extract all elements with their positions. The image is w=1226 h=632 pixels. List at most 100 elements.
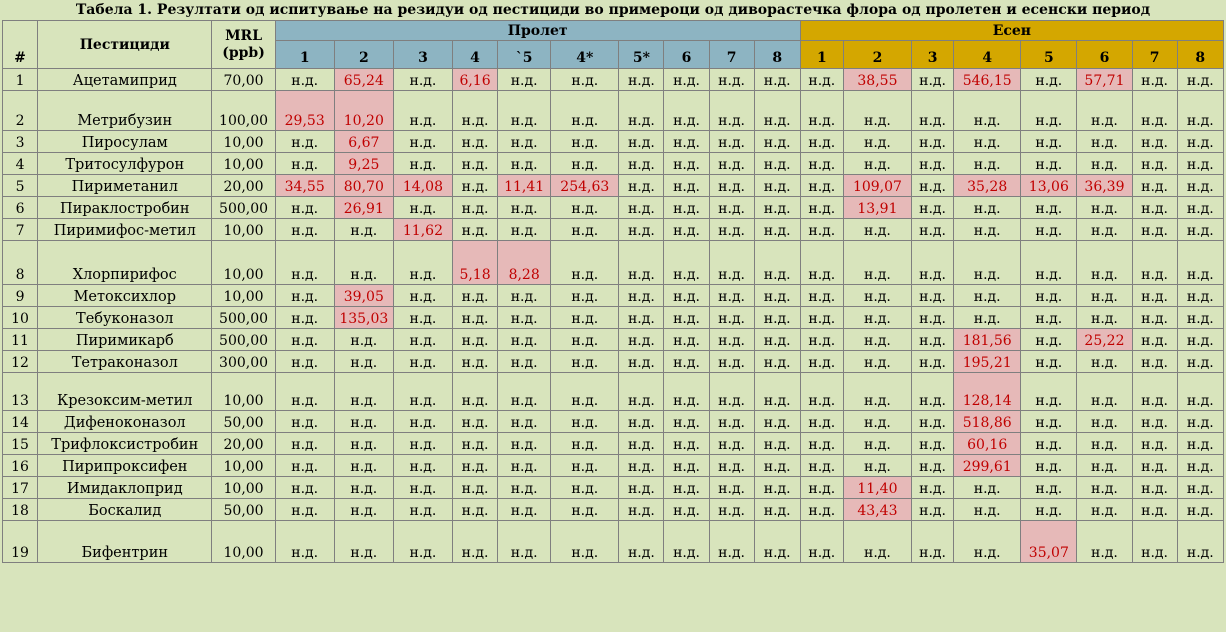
autumn-value-cell: н.д.: [842, 372, 913, 411]
autumn-value-cell: 109,07: [842, 174, 913, 197]
spring-value-cell: н.д.: [753, 218, 801, 241]
spring-value-cell: н.д.: [392, 306, 454, 329]
spring-value-cell: н.д.: [274, 240, 335, 285]
spring-value-cell: н.д.: [708, 350, 755, 373]
row-number: 9: [1, 284, 39, 307]
autumn-value-cell: н.д.: [1176, 218, 1225, 241]
autumn-value-cell: н.д.: [1176, 498, 1225, 521]
spring-value-cell: н.д.: [497, 520, 552, 563]
autumn-value-cell: н.д.: [1076, 520, 1133, 563]
spring-value-cell: н.д.: [550, 130, 620, 153]
autumn-value-cell: н.д.: [1020, 372, 1078, 411]
autumn-value-cell: н.д.: [1020, 410, 1078, 433]
pesticide-name: Тритосулфурон: [37, 152, 213, 175]
spring-value-cell: н.д.: [451, 432, 499, 455]
spring-value-cell: 6,16: [451, 68, 499, 91]
spring-value-cell: н.д.: [333, 520, 394, 563]
autumn-value-cell: н.д.: [953, 306, 1022, 329]
spring-value-cell: н.д.: [451, 174, 499, 197]
autumn-value-cell: н.д.: [799, 196, 844, 219]
header-spring-sample: 4*: [550, 40, 620, 69]
autumn-value-cell: н.д.: [1131, 218, 1178, 241]
spring-value-cell: н.д.: [392, 350, 454, 373]
autumn-value-cell: н.д.: [911, 476, 955, 499]
spring-value-cell: н.д.: [708, 174, 755, 197]
spring-value-cell: н.д.: [451, 196, 499, 219]
spring-value-cell: 254,63: [550, 174, 620, 197]
autumn-value-cell: н.д.: [1176, 306, 1225, 329]
autumn-value-cell: н.д.: [1131, 520, 1178, 563]
spring-value-cell: 5,18: [451, 240, 499, 285]
autumn-value-cell: н.д.: [842, 240, 913, 285]
autumn-value-cell: н.д.: [1020, 328, 1078, 351]
autumn-value-cell: н.д.: [1131, 350, 1178, 373]
autumn-value-cell: 546,15: [953, 68, 1022, 91]
autumn-value-cell: н.д.: [953, 520, 1022, 563]
autumn-value-cell: н.д.: [1020, 196, 1078, 219]
spring-value-cell: 9,25: [333, 152, 394, 175]
row-number: 18: [1, 498, 39, 521]
header-spring-sample: 1: [274, 40, 335, 69]
spring-value-cell: н.д.: [333, 350, 394, 373]
spring-value-cell: н.д.: [451, 454, 499, 477]
autumn-value-cell: н.д.: [842, 130, 913, 153]
autumn-value-cell: 299,61: [953, 454, 1022, 477]
autumn-value-cell: н.д.: [842, 218, 913, 241]
table-row: 18 Боскалид 50,00 н.д. н.д. н.д. н.д. н.д. н.д. н…: [1, 498, 1225, 521]
autumn-value-cell: н.д.: [911, 432, 955, 455]
autumn-value-cell: н.д.: [1076, 130, 1133, 153]
spring-value-cell: н.д.: [451, 218, 499, 241]
autumn-value-cell: н.д.: [842, 520, 913, 563]
autumn-value-cell: н.д.: [1076, 196, 1133, 219]
spring-value-cell: 26,91: [333, 196, 394, 219]
autumn-value-cell: н.д.: [799, 240, 844, 285]
spring-value-cell: н.д.: [753, 196, 801, 219]
autumn-value-cell: н.д.: [1131, 90, 1178, 131]
spring-value-cell: н.д.: [708, 90, 755, 131]
autumn-value-cell: н.д.: [799, 454, 844, 477]
spring-value-cell: н.д.: [618, 68, 665, 91]
spring-value-cell: 65,24: [333, 68, 394, 91]
spring-value-cell: н.д.: [550, 196, 620, 219]
mrl-value: 10,00: [211, 454, 276, 477]
mrl-value: 500,00: [211, 306, 276, 329]
pesticide-residue-table: # Пестициди MRL (ppb) Пролет Есен 1 2 3 4 `5…: [1, 20, 1225, 563]
spring-value-cell: н.д.: [497, 152, 552, 175]
pesticide-name: Пиросулам: [37, 130, 213, 153]
pesticide-name: Пираклостробин: [37, 196, 213, 219]
mrl-value: 10,00: [211, 130, 276, 153]
autumn-value-cell: н.д.: [1076, 432, 1133, 455]
spring-value-cell: н.д.: [392, 68, 454, 91]
autumn-value-cell: н.д.: [1131, 284, 1178, 307]
spring-value-cell: 8,28: [497, 240, 552, 285]
autumn-value-cell: н.д.: [1020, 454, 1078, 477]
autumn-value-cell: н.д.: [911, 350, 955, 373]
spring-value-cell: н.д.: [618, 520, 665, 563]
table-row: 19 Бифентрин 10,00 н.д. н.д. н.д. н.д. н.д. н.д.…: [1, 520, 1225, 563]
autumn-value-cell: н.д.: [799, 328, 844, 351]
header-pesticide: Пестициди: [37, 20, 213, 69]
spring-value-cell: н.д.: [708, 372, 755, 411]
spring-value-cell: н.д.: [708, 284, 755, 307]
autumn-value-cell: 518,86: [953, 410, 1022, 433]
spring-value-cell: н.д.: [550, 498, 620, 521]
autumn-value-cell: 128,14: [953, 372, 1022, 411]
header-autumn-sample: 8: [1176, 40, 1225, 69]
autumn-value-cell: н.д.: [1020, 284, 1078, 307]
spring-value-cell: н.д.: [550, 350, 620, 373]
spring-value-cell: 14,08: [392, 174, 454, 197]
autumn-value-cell: н.д.: [1131, 454, 1178, 477]
mrl-value: 100,00: [211, 90, 276, 131]
header-spring-sample: 2: [333, 40, 394, 69]
spring-value-cell: н.д.: [497, 90, 552, 131]
spring-value-cell: н.д.: [618, 90, 665, 131]
autumn-value-cell: н.д.: [1131, 240, 1178, 285]
spring-value-cell: н.д.: [497, 196, 552, 219]
autumn-value-cell: н.д.: [1131, 306, 1178, 329]
spring-value-cell: н.д.: [274, 68, 335, 91]
spring-value-cell: н.д.: [663, 240, 710, 285]
spring-value-cell: н.д.: [663, 520, 710, 563]
mrl-value: 10,00: [211, 476, 276, 499]
autumn-value-cell: н.д.: [842, 306, 913, 329]
spring-value-cell: н.д.: [333, 498, 394, 521]
